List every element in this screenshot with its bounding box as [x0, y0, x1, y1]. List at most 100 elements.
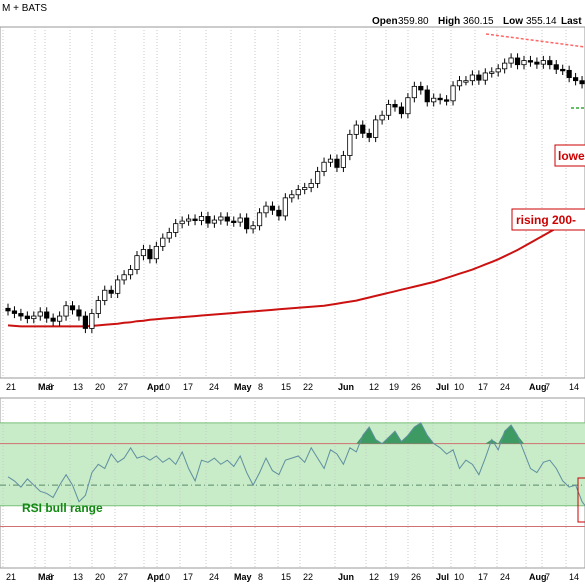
- candle-body: [579, 80, 585, 85]
- candle-body: [521, 60, 527, 66]
- candle-body: [553, 64, 559, 70]
- x-tick-label-top: 12: [369, 382, 379, 392]
- x-tick-label-bottom: 15: [281, 572, 291, 582]
- symbol-label: M + BATS: [2, 3, 47, 14]
- candle-body: [153, 245, 159, 260]
- candle-body: [289, 194, 295, 199]
- candle-body: [282, 197, 288, 217]
- candle-body: [334, 158, 340, 168]
- candle-body: [127, 269, 134, 276]
- x-tick-label-top: Aug: [529, 382, 547, 392]
- candle-body: [250, 225, 256, 230]
- candle-body: [495, 68, 501, 73]
- candle-body: [82, 315, 88, 329]
- candle-body: [476, 74, 482, 81]
- candle-body: [69, 305, 76, 311]
- x-tick-label-bottom: Jun: [338, 572, 354, 582]
- candle-body: [385, 104, 392, 116]
- candle-body: [57, 315, 63, 322]
- x-tick-label-top: 20: [95, 382, 105, 392]
- candle-body: [102, 289, 108, 301]
- candle-body: [456, 80, 463, 87]
- x-tick-label-top: Apr: [147, 382, 163, 392]
- candle-body: [411, 85, 417, 99]
- candle-body: [140, 249, 147, 257]
- x-tick-label-top: 21: [6, 382, 16, 392]
- x-tick-label-top: 26: [411, 382, 421, 392]
- candle-body: [231, 220, 237, 223]
- candle-body: [463, 80, 469, 83]
- x-tick-label-bottom: Mar: [38, 572, 55, 582]
- x-tick-label-bottom: 10: [160, 572, 170, 582]
- x-tick-label-bottom: 10: [454, 572, 464, 582]
- candle-body: [263, 205, 269, 214]
- candle-body: [76, 309, 82, 317]
- x-tick-label-bottom: Aug: [529, 572, 547, 582]
- high-value: 360.15: [463, 16, 494, 27]
- x-tick-label-bottom: 24: [209, 572, 219, 582]
- candle-body: [295, 189, 301, 196]
- candle-body: [424, 89, 430, 103]
- resistance-trendline: [485, 33, 585, 48]
- candle-body: [237, 217, 243, 223]
- candle-body: [173, 223, 179, 233]
- lower-annotation-box: [554, 144, 585, 167]
- candle-body: [327, 158, 334, 163]
- candle-body: [50, 317, 56, 322]
- candle-body: [450, 85, 456, 102]
- candle-body: [573, 77, 579, 82]
- x-tick-label-bottom: 20: [95, 572, 105, 582]
- candle-body: [121, 274, 127, 281]
- candle-body: [527, 60, 534, 63]
- x-tick-label-bottom: 17: [183, 572, 193, 582]
- last-label: Last: [561, 16, 582, 27]
- candle-body: [489, 71, 495, 74]
- x-tick-label-top: 27: [118, 382, 128, 392]
- x-tick-label-top: 8: [258, 382, 263, 392]
- candle-body: [405, 97, 411, 115]
- candle-body: [443, 99, 450, 102]
- candle-body: [5, 307, 11, 312]
- x-tick-label-top: 15: [281, 382, 291, 392]
- candle-body: [108, 289, 114, 294]
- x-tick-label-bottom: 24: [500, 572, 510, 582]
- candlesticks: [5, 53, 585, 334]
- x-tick-label-top: Jun: [338, 382, 354, 392]
- x-tick-label-top: 24: [500, 382, 510, 392]
- candle-body: [31, 315, 37, 320]
- candle-body: [269, 205, 276, 211]
- rsi-marker-box: [577, 477, 585, 523]
- candle-body: [366, 132, 372, 138]
- x-tick-label-bottom: 21: [6, 572, 16, 582]
- x-tick-label-top: 13: [73, 382, 83, 392]
- candle-body: [514, 57, 521, 66]
- candle-body: [566, 69, 572, 78]
- candle-body: [308, 183, 314, 188]
- low-label: Low: [503, 16, 523, 27]
- rsi-line: [7, 422, 585, 507]
- candle-body: [89, 313, 95, 329]
- x-tick-label-bottom: 14: [569, 572, 579, 582]
- candle-body: [276, 209, 282, 217]
- candle-body: [302, 187, 308, 190]
- high-label: High: [438, 16, 460, 27]
- x-tick-label-top: 17: [478, 382, 488, 392]
- moving-average-200-line: [7, 211, 585, 328]
- candle-body: [340, 155, 347, 168]
- x-tick-label-top: 22: [303, 382, 313, 392]
- x-tick-label-bottom: 6: [48, 572, 53, 582]
- x-tick-label-bottom: Jul: [436, 572, 449, 582]
- candle-body: [373, 119, 379, 138]
- candle-body: [502, 62, 508, 70]
- candle-body: [353, 124, 359, 135]
- candle-body: [437, 97, 443, 101]
- candle-body: [211, 219, 217, 224]
- x-tick-label-top: Jul: [436, 382, 449, 392]
- candle-body: [534, 61, 540, 65]
- candle-body: [24, 315, 30, 320]
- candle-body: [166, 232, 172, 239]
- candle-body: [185, 218, 192, 222]
